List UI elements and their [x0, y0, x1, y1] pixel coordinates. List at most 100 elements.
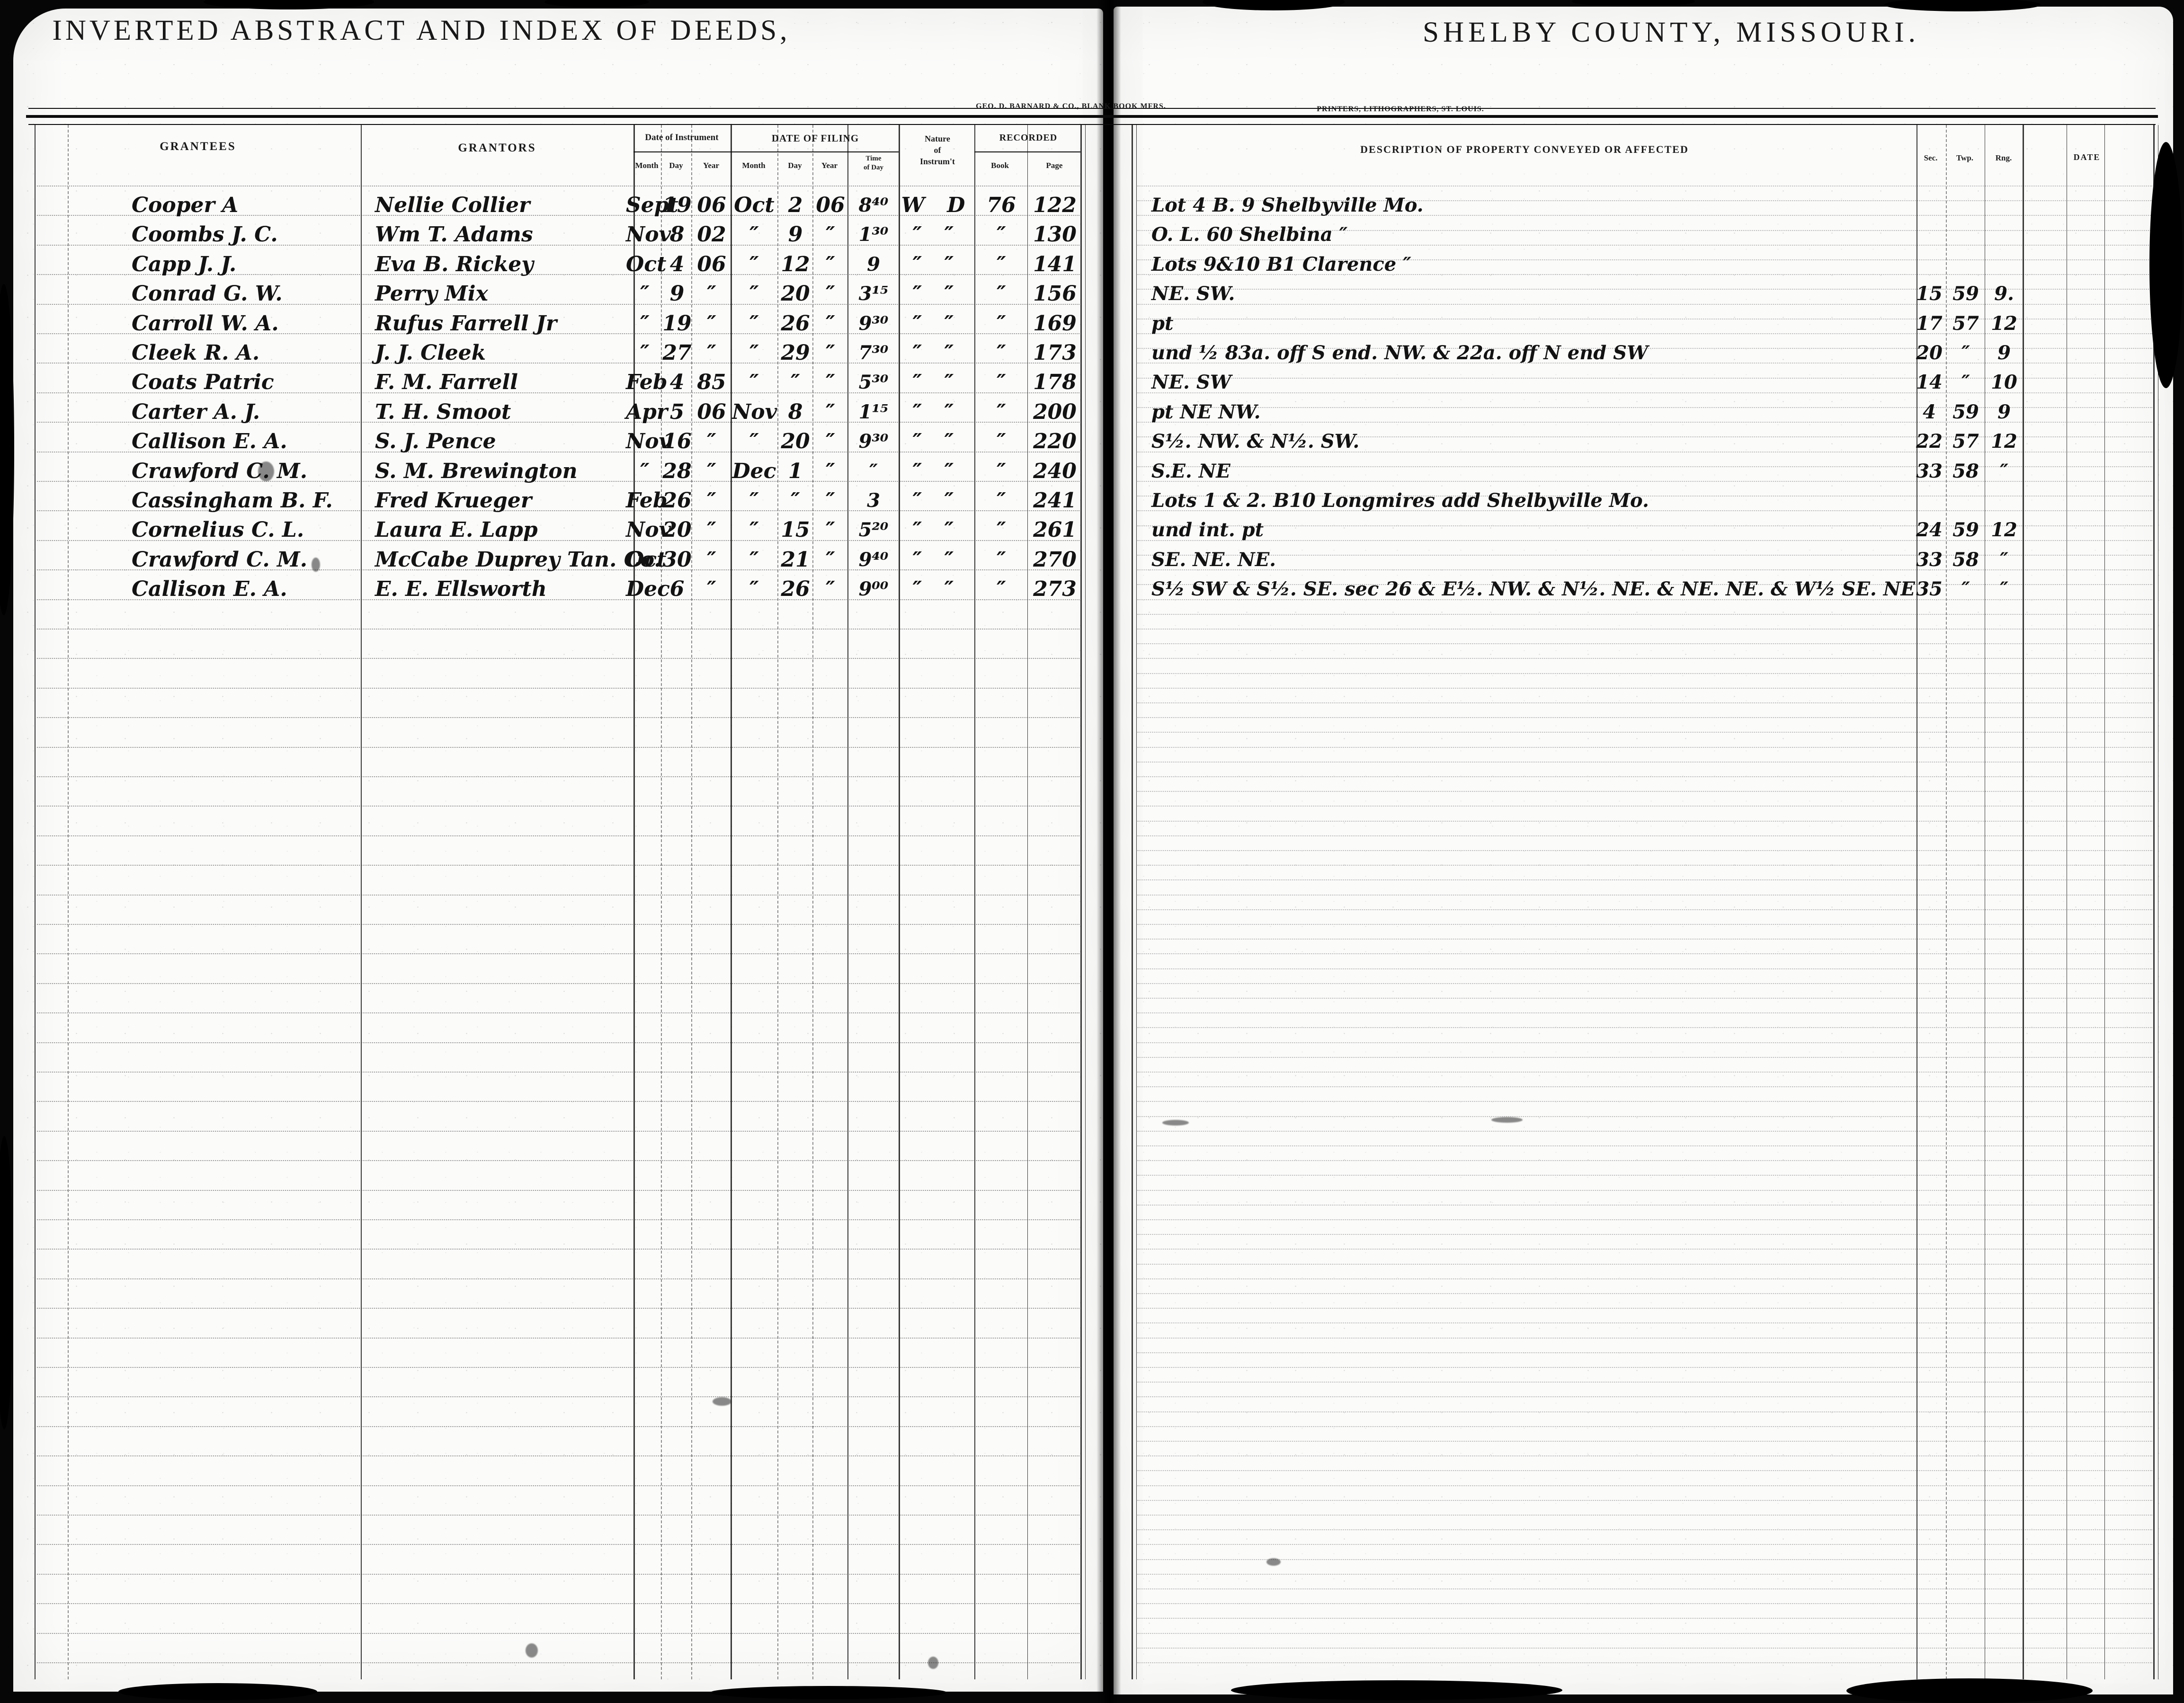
ruled-line — [1137, 510, 2152, 511]
ruled-line — [1137, 1308, 2152, 1309]
inst-month-cell: Oct — [626, 252, 667, 276]
col-header-page: Page — [1046, 161, 1063, 170]
ruled-line — [37, 215, 1079, 216]
ruled-line — [1137, 1160, 2152, 1161]
file-year-cell: ″ — [826, 577, 835, 602]
description-cell: NE. SW. — [1151, 283, 1235, 305]
ruled-line — [1137, 481, 2152, 482]
ruled-line — [37, 1012, 1079, 1013]
ruled-line — [37, 924, 1079, 925]
col-header-rng: Rng. — [1995, 153, 2012, 162]
time-cell: 3¹⁵ — [858, 283, 889, 305]
twp-cell: 57 — [1952, 312, 1979, 335]
inst-month-cell: ″ — [640, 341, 650, 365]
ink-smudge — [713, 1397, 731, 1406]
ruled-line — [1137, 584, 2152, 585]
ruled-line — [1137, 1219, 2152, 1220]
page-cell: 141 — [1033, 252, 1077, 276]
file-day-cell: 26 — [781, 577, 810, 602]
column-rule — [1080, 125, 1082, 1679]
inst-month-cell: Dec — [626, 577, 670, 602]
ruled-line — [1137, 1529, 2152, 1530]
ruled-line — [37, 776, 1079, 777]
col-header-nature-of-instrument: Nature of Instrum't — [920, 133, 955, 167]
column-rule — [899, 125, 900, 1679]
book-cell: ″ — [997, 429, 1006, 454]
book-cell: ″ — [997, 399, 1006, 424]
ruled-line — [37, 629, 1079, 630]
ruled-line — [37, 1426, 1079, 1427]
grantee-cell: Carroll W. A. — [132, 311, 279, 336]
grantor-cell: T. H. Smoot — [375, 399, 511, 424]
twp-cell: 58 — [1952, 548, 1979, 571]
file-day-cell: 9 — [788, 222, 803, 247]
time-cell: 5³⁰ — [858, 371, 889, 394]
rng-cell: ″ — [2000, 548, 2008, 571]
file-month-cell: ″ — [749, 252, 759, 276]
ruled-line — [1137, 1648, 2152, 1649]
ledger-row: Coombs J. C. Wm T. Adams Nov 8 02 ″ 9 ″ 1³⁰ ″ ″ ″ 1… — [0, 220, 2184, 249]
column-rule — [731, 125, 732, 1679]
book-cell: ″ — [997, 282, 1006, 306]
ruled-line — [1137, 1131, 2152, 1132]
grantee-cell: Conrad G. W. — [132, 282, 283, 306]
ruled-line — [37, 392, 1079, 393]
column-rule — [68, 125, 69, 1679]
description-cell: Lots 1 & 2. B10 Longmires add Shelbyvill… — [1151, 489, 1649, 512]
ruled-line — [1137, 629, 2152, 630]
twp-cell: 59 — [1952, 400, 1979, 423]
col-header-file-month: Month — [742, 161, 766, 170]
ledger-row: Callison E. A. E. E. Ellsworth Dec 6 ″ ″ 26 ″ 9⁰… — [0, 574, 2184, 604]
ruled-line — [1137, 1485, 2152, 1486]
ruled-line — [1137, 776, 2152, 777]
col-header-date-of-instrument: Date of Instrument — [645, 133, 719, 142]
file-month-cell: ″ — [749, 222, 759, 247]
ruled-line — [1137, 732, 2152, 733]
inst-month-cell: ″ — [640, 311, 650, 336]
inst-day-cell: 19 — [662, 193, 692, 217]
twp-cell: 57 — [1952, 430, 1979, 453]
ruled-line — [37, 1633, 1079, 1634]
description-cell: pt — [1151, 312, 1174, 335]
ruled-line — [1137, 230, 2152, 231]
ruled-line — [1137, 245, 2152, 246]
sec-cell: 33 — [1916, 460, 1943, 482]
file-day-cell: 8 — [788, 399, 803, 424]
inst-year-cell: 02 — [697, 222, 726, 247]
inst-year-cell: ″ — [707, 547, 716, 572]
ruled-line — [1137, 1603, 2152, 1604]
time-cell: 8⁴⁰ — [858, 194, 889, 216]
ruled-line — [1137, 968, 2152, 969]
column-rule — [661, 125, 662, 1679]
description-cell: und int. pt — [1151, 519, 1264, 541]
ruled-line — [1137, 1574, 2152, 1575]
grantor-cell: Nellie Collier — [375, 193, 530, 217]
description-cell: pt NE NW. — [1151, 400, 1261, 423]
file-month-cell: ″ — [749, 370, 759, 395]
col-header-file-day: Day — [788, 161, 802, 170]
ruled-line — [37, 895, 1079, 896]
twp-cell: 59 — [1952, 519, 1979, 541]
ruled-line — [37, 717, 1079, 718]
page-binding — [1096, 0, 1121, 1703]
ruled-line — [37, 1308, 1079, 1309]
ruled-line — [37, 1190, 1079, 1191]
ruled-line — [37, 688, 1079, 689]
inst-month-cell: Nov — [626, 518, 671, 542]
column-rule — [812, 125, 813, 1679]
file-day-cell: 21 — [781, 547, 810, 572]
ruled-line — [37, 540, 1079, 541]
printer-imprint-left: GEO. D. BARNARD & CO., BLANK BOOK MFRS. — [976, 102, 1166, 110]
time-cell: 9⁰⁰ — [858, 578, 889, 601]
ruled-line — [37, 569, 1079, 570]
scan-edge-blob — [1231, 1680, 1562, 1700]
nature-cell: ″ ″ — [912, 399, 962, 424]
rng-cell: 10 — [1991, 371, 2017, 394]
column-rule — [1085, 125, 1086, 1679]
book-cell: ″ — [997, 311, 1006, 336]
ruled-line — [37, 1249, 1079, 1250]
ledger-row: Cooper A Nellie Collier Sept 19 06 Oct 2 06 8⁴⁰ W… — [0, 190, 2184, 220]
description-cell: S½ SW & S½. SE. sec 26 & E½. NW. & N½. N… — [1151, 578, 1915, 601]
inst-year-cell: ″ — [707, 282, 716, 306]
ruled-line — [37, 865, 1079, 866]
